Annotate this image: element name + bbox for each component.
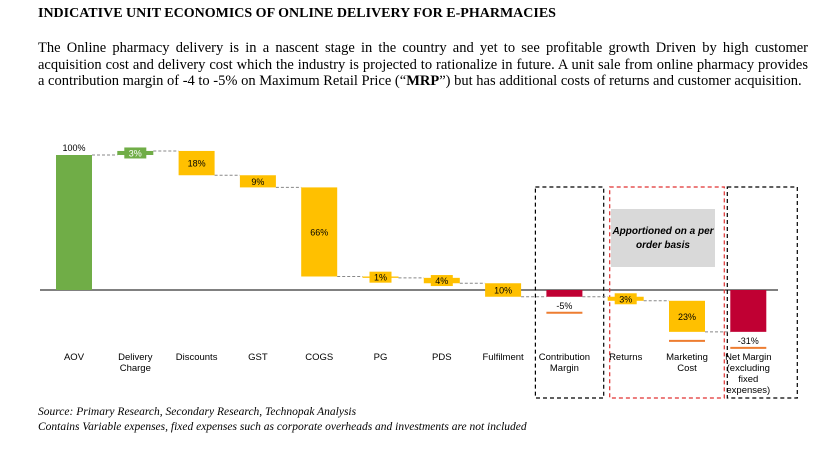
category-label-0-0: AOV bbox=[64, 352, 85, 363]
category-label-1-0: Delivery bbox=[118, 352, 153, 363]
value-label-bg-9 bbox=[614, 293, 637, 305]
footnote-line: Contains Variable expenses, fixed expens… bbox=[38, 421, 527, 433]
intro-text-2: ”) but has additional costs of returns a… bbox=[439, 73, 802, 89]
value-label-0: 100% bbox=[62, 143, 85, 153]
category-label-11-3: expenses) bbox=[726, 385, 770, 396]
category-label-1-1: Charge bbox=[120, 363, 151, 374]
intro-text-1: The Online pharmacy delivery is in a nas… bbox=[38, 40, 808, 89]
value-label-bg-3 bbox=[246, 175, 269, 187]
category-label-11-1: (excluding bbox=[727, 363, 770, 374]
value-label-7: 10% bbox=[494, 286, 512, 296]
bar-11 bbox=[730, 290, 767, 332]
value-label-bg-1 bbox=[124, 147, 147, 159]
category-label-10-1: Cost bbox=[677, 363, 697, 374]
value-label-bg-5 bbox=[369, 271, 392, 283]
value-label-5: 1% bbox=[374, 273, 387, 283]
category-label-9-0: Returns bbox=[609, 352, 643, 363]
intro-paragraph: The Online pharmacy delivery is in a nas… bbox=[38, 40, 808, 90]
value-label-2: 18% bbox=[188, 159, 206, 169]
category-label-7-0: Fulfilment bbox=[483, 352, 525, 363]
value-label-3: 9% bbox=[251, 177, 264, 187]
value-label-8: -5% bbox=[556, 301, 572, 311]
category-label-11-0: Net Margin bbox=[725, 352, 771, 363]
category-label-2-0: Discounts bbox=[176, 352, 218, 363]
category-label-10-0: Marketing bbox=[666, 352, 708, 363]
net-margin-group-box bbox=[726, 186, 798, 399]
category-label-8-0: Contribution bbox=[539, 352, 590, 363]
bar-2 bbox=[178, 150, 215, 176]
note-box-text-line-1: Apportioned on a per bbox=[611, 226, 714, 237]
value-label-6: 4% bbox=[435, 276, 448, 286]
value-label-10: 23% bbox=[678, 312, 696, 322]
value-label-9: 3% bbox=[619, 294, 632, 304]
category-label-11-2: fixed bbox=[738, 374, 758, 385]
bar-10 bbox=[669, 300, 705, 332]
page-title: INDICATIVE UNIT ECONOMICS OF ONLINE DELI… bbox=[38, 6, 556, 21]
bar-0 bbox=[56, 155, 92, 290]
note-box bbox=[611, 209, 715, 267]
note-box-text-line-2: order basis bbox=[636, 240, 690, 251]
category-label-5-0: PG bbox=[374, 352, 388, 363]
bar-4 bbox=[301, 187, 338, 277]
category-label-4-0: COGS bbox=[305, 352, 333, 363]
value-label-11: -31% bbox=[738, 336, 759, 346]
category-label-8-1: Margin bbox=[550, 363, 579, 374]
source-line: Source: Primary Research, Secondary Rese… bbox=[38, 406, 357, 418]
category-label-6-0: PDS bbox=[432, 352, 452, 363]
bar-8 bbox=[546, 290, 583, 297]
value-label-bg-7 bbox=[492, 284, 515, 296]
value-label-bg-6 bbox=[430, 275, 453, 287]
category-label-3-0: GST bbox=[248, 352, 268, 363]
value-label-4: 66% bbox=[310, 227, 328, 237]
apportioned-group-box bbox=[609, 186, 725, 399]
value-label-1: 3% bbox=[129, 148, 142, 158]
intro-bold-mrp: MRP bbox=[406, 73, 440, 89]
